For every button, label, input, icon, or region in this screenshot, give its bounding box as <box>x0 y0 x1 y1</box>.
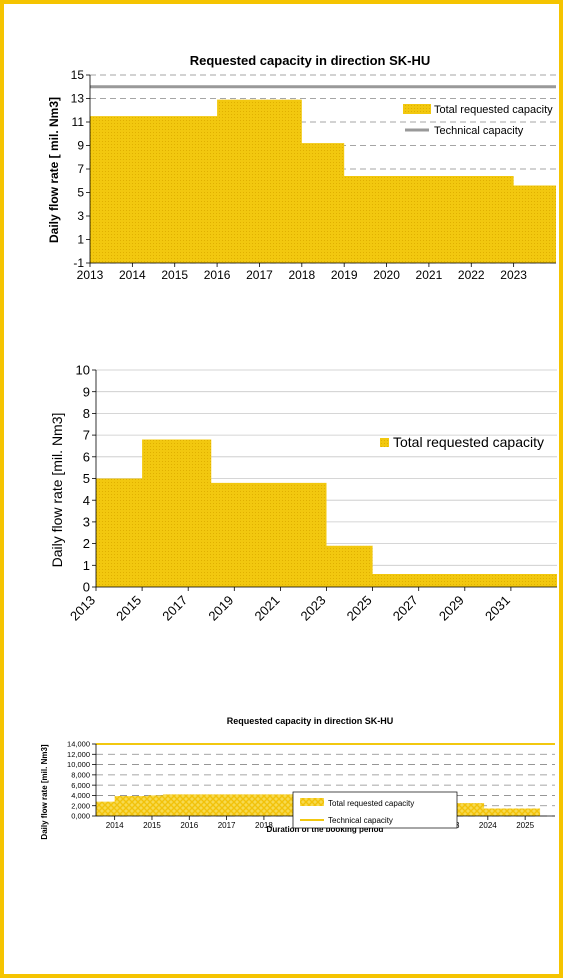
chart-3: Requested capacity in direction SK-HU 0,… <box>40 716 555 840</box>
x-tick-label: 2014 <box>106 821 124 830</box>
y-tick-label: 3 <box>83 514 90 529</box>
x-tick-label: 2017 <box>246 268 273 282</box>
x-tick-label: 2016 <box>180 821 198 830</box>
x-tick-label: 2029 <box>436 593 467 624</box>
x-tick-label: 2015 <box>143 821 161 830</box>
x-tick-label: 2018 <box>288 268 315 282</box>
legend-swatch-requested <box>300 798 324 806</box>
y-tick-label: 4,000 <box>71 791 90 800</box>
x-tick-label: 2021 <box>416 268 443 282</box>
x-tick-label: 2013 <box>77 268 104 282</box>
y-tick-label: -1 <box>73 256 84 270</box>
x-tick-label: 2025 <box>516 821 534 830</box>
chart-1: Requested capacity in direction SK-HU -1… <box>47 53 556 282</box>
legend-swatch-requested <box>403 104 431 114</box>
x-tick-label: 2017 <box>159 593 190 624</box>
chart-3-legend: Total requested capacity Technical capac… <box>292 791 458 829</box>
legend-label-technical: Technical capacity <box>328 816 393 825</box>
legend-label-requested: Total requested capacity <box>328 799 414 808</box>
y-tick-label: 3 <box>77 209 84 223</box>
chart-2-ylabel: Daily flow rate [mil. Nm3] <box>49 413 65 568</box>
y-tick-label: 0 <box>83 580 90 595</box>
y-tick-label: 1 <box>83 558 90 573</box>
chart-1-title: Requested capacity in direction SK-HU <box>190 53 431 68</box>
y-tick-label: 6,000 <box>71 781 90 790</box>
chart-2-legend: Total requested capacity <box>380 434 544 450</box>
y-tick-label: 5 <box>83 471 90 486</box>
x-tick-label: 2017 <box>218 821 236 830</box>
legend-label-requested: Total requested capacity <box>434 104 553 116</box>
y-tick-label: 5 <box>77 186 84 200</box>
y-tick-label: 8,000 <box>71 770 90 779</box>
y-tick-label: 10 <box>76 363 90 378</box>
y-tick-label: 7 <box>77 162 84 176</box>
x-tick-label: 2023 <box>500 268 527 282</box>
x-tick-label: 2015 <box>161 268 188 282</box>
x-tick-label: 2013 <box>67 593 98 624</box>
chart-3-xlabel: Duration of the booking period <box>267 825 384 834</box>
y-tick-label: 11 <box>72 115 85 129</box>
y-tick-label: 12,000 <box>67 750 90 759</box>
y-tick-label: 0,000 <box>71 812 90 821</box>
x-tick-label: 2022 <box>458 268 485 282</box>
legend-label-technical: Technical capacity <box>434 125 524 137</box>
x-tick-label: 2021 <box>251 593 282 624</box>
chart-1-ylabel: Daily flow rate [ mil. Nm3] <box>47 97 61 243</box>
series-requested-area <box>90 99 556 263</box>
x-tick-label: 2015 <box>113 593 144 624</box>
x-tick-label: 2027 <box>390 593 421 624</box>
y-tick-label: 13 <box>71 92 85 106</box>
x-tick-label: 2023 <box>298 593 329 624</box>
y-tick-label: 1 <box>77 233 84 247</box>
y-tick-label: 10,000 <box>67 760 90 769</box>
x-tick-label: 2025 <box>344 593 375 624</box>
chart-1-legend: Total requested capacity Technical capac… <box>403 104 553 137</box>
y-tick-label: 8 <box>83 406 90 421</box>
x-tick-label: 2019 <box>205 593 236 624</box>
y-tick-label: 4 <box>83 493 90 508</box>
y-tick-label: 2 <box>83 536 90 551</box>
legend-label-requested: Total requested capacity <box>393 434 544 450</box>
y-tick-label: 14,000 <box>67 740 90 749</box>
y-tick-label: 9 <box>83 384 90 399</box>
y-tick-label: 7 <box>83 428 90 443</box>
y-tick-label: 2,000 <box>71 801 90 810</box>
chart-3-title: Requested capacity in direction SK-HU <box>227 716 394 726</box>
x-tick-label: 2031 <box>482 593 513 624</box>
chart-2: 0 1 2 3 4 5 6 7 8 9 10 2013 2015 2017 2019 2021 2023 2025… <box>49 363 557 624</box>
y-tick-label: 15 <box>71 68 85 82</box>
x-tick-label: 2020 <box>373 268 400 282</box>
series-requested-area <box>96 439 557 587</box>
x-tick-label: 2018 <box>255 821 273 830</box>
y-tick-label: 9 <box>77 139 84 153</box>
x-tick-label: 2014 <box>119 268 146 282</box>
x-tick-label: 2024 <box>479 821 497 830</box>
x-tick-label: 2019 <box>331 268 358 282</box>
chart-3-ylabel: Daily flow rate [mil. Nm3] <box>40 744 49 839</box>
x-tick-label: 2016 <box>204 268 231 282</box>
legend-swatch-requested <box>380 438 389 447</box>
y-tick-label: 6 <box>83 449 90 464</box>
